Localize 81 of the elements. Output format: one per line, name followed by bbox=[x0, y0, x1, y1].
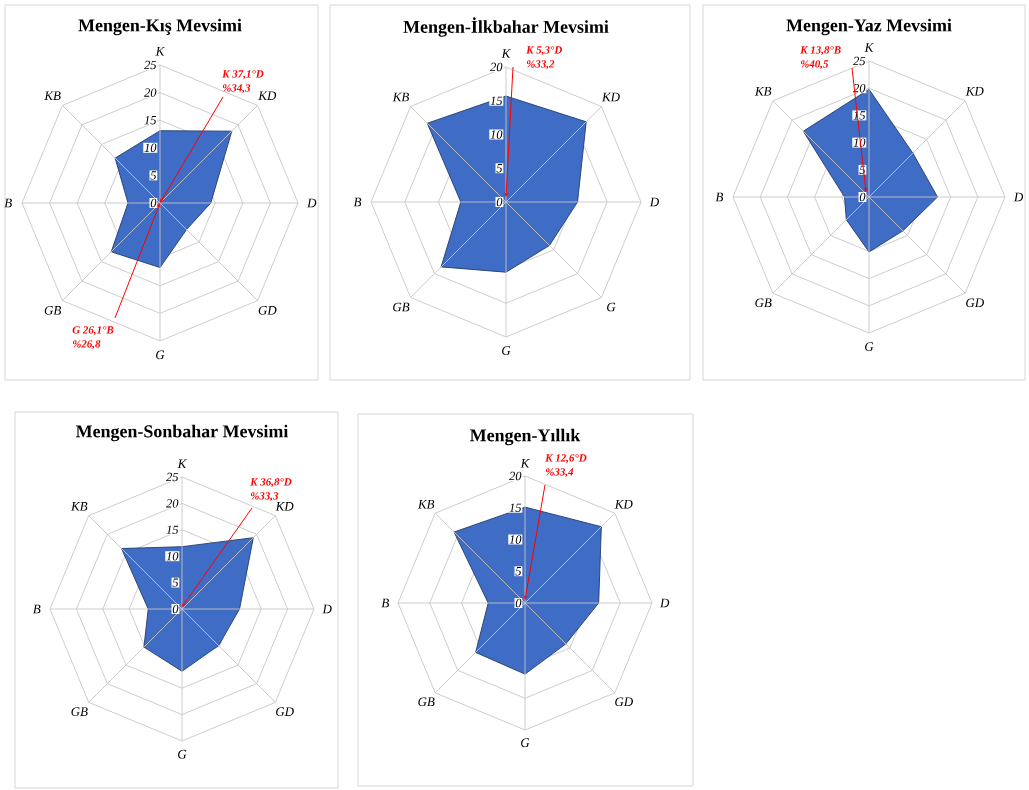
y-tick-label: 0 bbox=[859, 192, 866, 202]
spoke-label: KB bbox=[70, 502, 88, 511]
y-tick-label: 5 bbox=[515, 567, 522, 576]
spoke-label: GB bbox=[755, 298, 772, 308]
spoke-label: D bbox=[1013, 192, 1024, 202]
spoke-label: GB bbox=[44, 305, 62, 315]
y-tick-label: 5 bbox=[496, 164, 503, 173]
y-tick-label: 10 bbox=[166, 552, 179, 561]
spoke-label: KD bbox=[614, 499, 633, 509]
spoke-label: K bbox=[155, 46, 165, 56]
text: %26,8 bbox=[72, 340, 101, 350]
spoke-label: GD bbox=[615, 697, 633, 707]
spoke-label: B bbox=[353, 197, 362, 207]
text: K 13,8°B bbox=[800, 46, 841, 56]
spoke-label: K bbox=[520, 459, 530, 468]
text: %33,3 bbox=[250, 492, 279, 502]
text: K 36,8°D bbox=[250, 478, 292, 488]
y-tick-label: 15 bbox=[509, 503, 522, 512]
spoke-label: GD bbox=[276, 707, 294, 717]
chart-title: Mengen-Yaz Mevsimi bbox=[786, 18, 952, 36]
spoke-label: G bbox=[865, 342, 874, 351]
spoke-label: GD bbox=[258, 305, 277, 315]
y-tick-label: 25 bbox=[144, 60, 157, 70]
y-tick-label: 0 bbox=[515, 598, 522, 608]
y-tick-label: 10 bbox=[144, 143, 157, 153]
spoke-label: KB bbox=[44, 91, 61, 100]
y-tick-label: 5 bbox=[150, 171, 157, 180]
spoke-label: KD bbox=[275, 502, 294, 511]
spoke-label: G bbox=[502, 346, 511, 355]
y-tick-label: 15 bbox=[166, 525, 179, 534]
chart-title: Mengen-Sonbahar Mevsimi bbox=[75, 424, 289, 442]
chart-title: Mengen-Yıllık bbox=[470, 428, 581, 446]
text: G 26,1°B bbox=[72, 326, 114, 336]
spoke-label: KD bbox=[601, 92, 620, 102]
spoke-label: K bbox=[177, 459, 187, 469]
text: K 37,1°D bbox=[222, 70, 264, 80]
y-tick-label: 10 bbox=[509, 535, 522, 544]
spoke-label: D bbox=[659, 598, 670, 608]
y-tick-label: 0 bbox=[172, 604, 179, 614]
spoke-label: GB bbox=[393, 302, 410, 312]
text: K 5,3°D bbox=[526, 46, 562, 56]
y-tick-label: 0 bbox=[150, 198, 157, 208]
spoke-label: B bbox=[4, 198, 12, 208]
spoke-label: B bbox=[32, 604, 41, 614]
y-tick-label: 15 bbox=[490, 96, 503, 105]
spoke-label: GB bbox=[71, 707, 88, 717]
spoke-label: G bbox=[156, 350, 165, 360]
chart-title: Mengen-İlkbahar Mevsimi bbox=[403, 17, 609, 37]
spoke-label: KB bbox=[392, 92, 409, 102]
spoke-label: K bbox=[501, 49, 511, 58]
spoke-label: G bbox=[607, 302, 616, 312]
y-tick-label: 0 bbox=[496, 197, 503, 207]
y-tick-label: 25 bbox=[853, 56, 866, 66]
y-tick-label: 20 bbox=[166, 499, 179, 508]
spoke-label: K bbox=[864, 43, 874, 52]
spoke-label: G bbox=[178, 749, 187, 759]
spoke-label: KD bbox=[258, 91, 277, 100]
spoke-label: B bbox=[715, 192, 724, 202]
spoke-label: GD bbox=[966, 298, 984, 308]
spoke-label: KD bbox=[965, 86, 984, 96]
y-tick-label: 20 bbox=[144, 88, 157, 97]
spoke-label: D bbox=[306, 198, 317, 208]
spoke-label: B bbox=[381, 598, 389, 608]
text: K 12,6°D bbox=[545, 454, 587, 464]
spoke-label: GB bbox=[418, 697, 435, 707]
spoke-label: KB bbox=[754, 86, 772, 96]
y-tick-label: 5 bbox=[172, 578, 179, 587]
text: %33,4 bbox=[545, 468, 574, 478]
spoke-label: D bbox=[649, 197, 659, 207]
y-tick-label: 10 bbox=[490, 130, 503, 139]
y-tick-label: 20 bbox=[490, 62, 503, 72]
y-tick-label: 25 bbox=[166, 472, 179, 482]
spoke-label: D bbox=[322, 604, 332, 614]
text: %34,3 bbox=[222, 84, 251, 94]
chart-title: Mengen-Kış Mevsimi bbox=[78, 18, 242, 36]
spoke-label: G bbox=[521, 738, 530, 748]
text: %40,5 bbox=[800, 60, 829, 70]
text: %33,2 bbox=[526, 60, 555, 70]
y-tick-label: 20 bbox=[509, 471, 522, 481]
y-tick-label: 15 bbox=[144, 116, 157, 125]
spoke-label: KB bbox=[417, 499, 435, 509]
